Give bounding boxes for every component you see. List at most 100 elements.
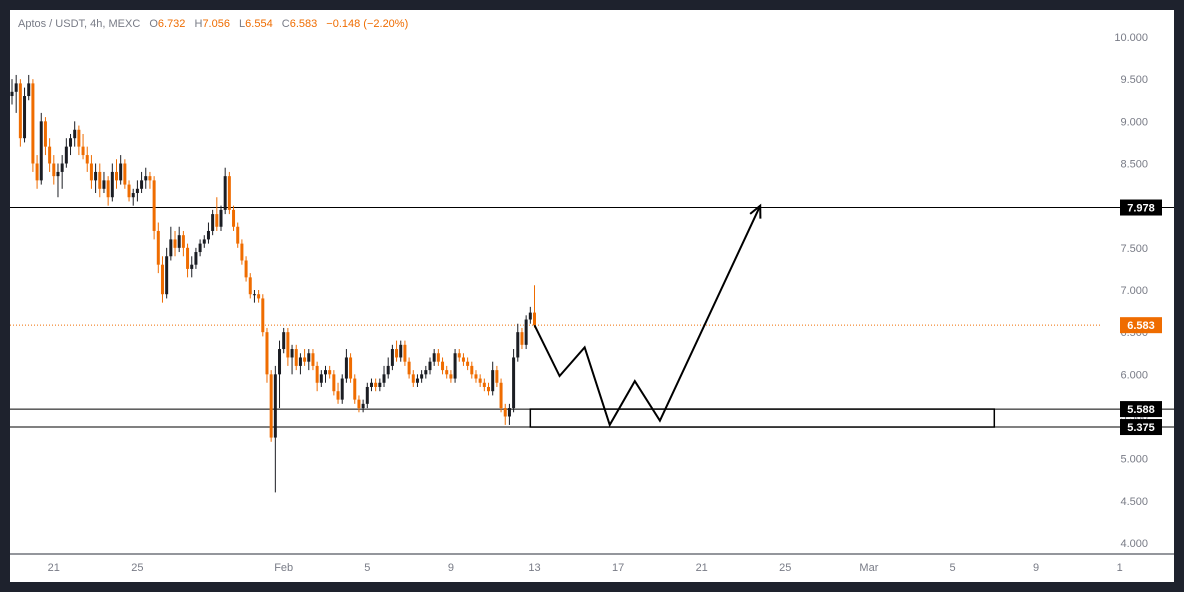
time-tick-label: 5 bbox=[364, 562, 370, 574]
candle-body bbox=[441, 361, 445, 371]
change-value: −0.148 (−2.20%) bbox=[326, 18, 409, 30]
candle-body bbox=[315, 365, 319, 383]
candle-body bbox=[516, 332, 520, 358]
candle-body bbox=[432, 353, 436, 362]
candle-body bbox=[286, 332, 290, 358]
candle-body bbox=[436, 353, 440, 362]
candle-body bbox=[336, 391, 340, 400]
candle-body bbox=[390, 349, 394, 366]
candle-body bbox=[495, 370, 499, 383]
candle-body bbox=[507, 408, 511, 417]
projection-path bbox=[533, 205, 762, 428]
time-tick-label: 25 bbox=[779, 562, 791, 574]
candle-body bbox=[324, 370, 327, 375]
candle-body bbox=[403, 344, 407, 362]
price-tick-label: 9.500 bbox=[1120, 74, 1148, 86]
candle-body bbox=[382, 374, 386, 383]
candle-body bbox=[43, 121, 47, 147]
low-label: L bbox=[239, 18, 246, 30]
open-label: O bbox=[149, 18, 158, 30]
candle-body bbox=[64, 146, 68, 164]
candle-body bbox=[453, 353, 457, 379]
high-label: H bbox=[194, 18, 203, 30]
candle-body bbox=[512, 357, 516, 409]
level-price-label: 5.588 bbox=[1127, 404, 1155, 416]
candle-body bbox=[294, 349, 298, 366]
candle-body bbox=[386, 365, 390, 375]
candle-body bbox=[56, 171, 60, 177]
candle-body bbox=[328, 370, 332, 375]
close-value: 6.583 bbox=[289, 18, 318, 30]
time-tick-label: Feb bbox=[274, 562, 293, 574]
candle-body bbox=[85, 155, 89, 164]
candle-body bbox=[69, 138, 73, 147]
candle-body bbox=[27, 83, 31, 97]
candle-body bbox=[215, 214, 219, 227]
candle-body bbox=[470, 365, 474, 375]
time-tick-label: 13 bbox=[528, 562, 540, 574]
candle-body bbox=[173, 239, 177, 248]
candlestick-chart[interactable]: 10.0009.5009.0008.5008.0007.5007.0006.50… bbox=[10, 10, 1174, 582]
candle-body bbox=[503, 408, 507, 417]
candle-body bbox=[307, 353, 311, 362]
candle-body bbox=[298, 357, 302, 366]
candle-body bbox=[177, 235, 181, 248]
candle-body bbox=[365, 386, 369, 404]
time-tick-label: 21 bbox=[48, 562, 60, 574]
candle-body bbox=[194, 252, 198, 265]
time-tick-label: 21 bbox=[696, 562, 708, 574]
symbol-title[interactable]: Aptos / USDT, 4h, MEXC bbox=[18, 18, 141, 30]
level-price-label: 5.375 bbox=[1127, 422, 1155, 434]
candle-body bbox=[374, 382, 378, 387]
candle-body bbox=[349, 357, 353, 379]
candle-body bbox=[160, 264, 164, 295]
candle-body bbox=[77, 129, 81, 147]
level-price-badge bbox=[1120, 199, 1162, 216]
candle-body bbox=[94, 171, 98, 181]
time-axis[interactable]: 21 25 Feb 5 9 13 17 21 25 Mar 5 9 1 bbox=[10, 553, 1174, 574]
candle-body bbox=[135, 188, 139, 194]
level-price-label: 7.978 bbox=[1127, 203, 1155, 215]
open-value: 6.732 bbox=[157, 18, 186, 30]
plot-area[interactable] bbox=[10, 74, 1174, 493]
candle-body bbox=[35, 163, 39, 181]
candle-body bbox=[156, 230, 160, 265]
time-tick-label: 9 bbox=[448, 562, 454, 574]
candle-body bbox=[278, 349, 282, 375]
candle-body bbox=[60, 163, 64, 172]
last-price-badge bbox=[1120, 317, 1162, 334]
candle-body bbox=[248, 277, 252, 295]
candle-body bbox=[131, 193, 135, 198]
price-tick-label: 9.000 bbox=[1120, 116, 1148, 128]
candle-body bbox=[232, 209, 236, 227]
candle-body bbox=[14, 83, 18, 92]
time-tick-label: 1 bbox=[1117, 562, 1123, 574]
price-tick-label: 6.000 bbox=[1120, 369, 1148, 381]
candle-body bbox=[353, 378, 357, 400]
candle-body bbox=[165, 256, 169, 295]
candle-body bbox=[395, 349, 399, 358]
candle-body bbox=[340, 378, 344, 400]
candle-body bbox=[265, 332, 269, 375]
candle-body bbox=[23, 96, 27, 139]
price-tick-label: 5.000 bbox=[1120, 454, 1148, 466]
candle-body bbox=[152, 180, 156, 231]
close-label: C bbox=[281, 18, 290, 30]
demand-zone-rectangle bbox=[529, 408, 996, 428]
candle-body bbox=[357, 399, 361, 409]
candle-body bbox=[319, 374, 323, 383]
candle-body bbox=[491, 370, 495, 392]
high-value: 7.056 bbox=[202, 18, 230, 30]
last-price-label: 6.583 bbox=[1127, 320, 1155, 332]
candle-body bbox=[487, 386, 491, 392]
candle-body bbox=[181, 235, 185, 248]
candle-body bbox=[219, 209, 223, 227]
projection-arrowhead bbox=[749, 203, 762, 219]
price-axis[interactable]: 10.0009.5009.0008.5008.0007.5007.0006.50… bbox=[1114, 32, 1162, 550]
candle-body bbox=[190, 264, 194, 269]
time-tick-label: 25 bbox=[131, 562, 143, 574]
price-tick-label: 8.500 bbox=[1120, 159, 1148, 171]
candle-body bbox=[227, 176, 231, 210]
candle-body bbox=[466, 361, 470, 366]
time-tick-label: 17 bbox=[612, 562, 624, 574]
